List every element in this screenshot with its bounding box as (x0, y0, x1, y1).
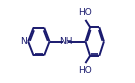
Text: N: N (20, 37, 27, 46)
Text: HO: HO (78, 8, 92, 17)
Text: NH: NH (59, 37, 72, 46)
Text: HO: HO (78, 66, 92, 75)
